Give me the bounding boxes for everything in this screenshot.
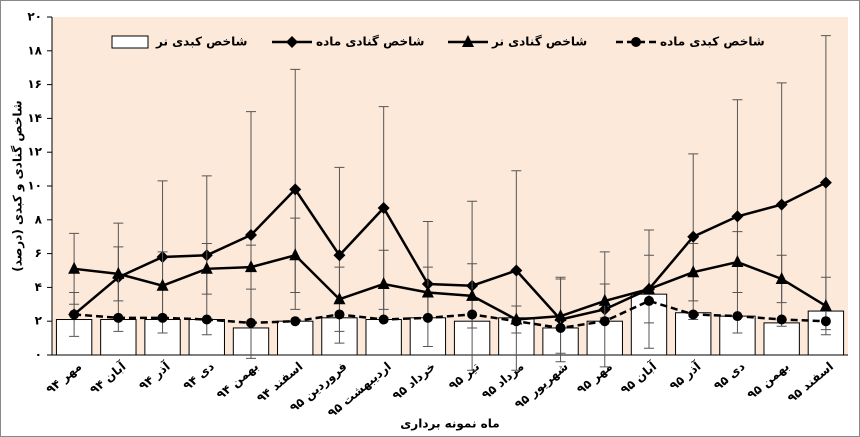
triangle-marker [289,248,302,261]
circle-marker [157,312,168,323]
diamond-marker [289,183,302,196]
legend-label: شاخص کبدی نر [155,35,247,49]
y-tick-label: ۶ [35,246,42,260]
triangle-marker [598,293,611,306]
legend-label: شاخص گنادی نر [491,35,587,49]
y-tick-label: ۱۶ [27,77,42,91]
bar [763,322,800,356]
diamond-marker [775,198,788,211]
circle-marker [467,309,478,320]
diamond-marker [245,229,257,242]
diamond-marker [333,249,346,262]
circle-marker [69,309,80,320]
triangle-marker [775,271,788,284]
triangle-marker [112,266,125,279]
circle-marker [511,316,522,327]
triangle-marker [333,292,346,305]
circle-marker [334,309,345,320]
legend-label: شاخص گنادی ماده [316,35,424,49]
y-tick-label: ۱۰ [27,179,42,193]
circle-marker [732,311,743,322]
triangle-marker [731,255,744,268]
y-tick-label: ۸ [35,212,43,226]
diamond-marker [687,230,700,243]
y-tick-label: ۱۸ [27,43,42,57]
series-line [73,253,827,321]
legend-marker [286,36,298,48]
triangle-marker [819,298,832,311]
circle-marker [644,295,654,306]
diamond-marker [377,201,390,214]
triangle-marker [68,261,81,274]
triangle-marker [245,260,257,273]
series-line [74,299,826,330]
triangle-marker [200,261,213,274]
triangle-marker [156,278,169,291]
y-tick-label: ۱۴ [27,111,42,125]
triangle-marker [377,277,390,290]
y-axis-label: شاخص گنادی و کبدی (درصد) [11,100,26,271]
circle-marker [555,322,566,333]
circle-marker [201,314,212,325]
diamond-marker [510,264,523,277]
plot-area [52,17,848,355]
triangle-marker [554,309,567,322]
x-axis-label: ماه نمونه برداری [400,417,499,432]
triangle-marker [466,288,479,301]
diamond-marker [731,210,744,223]
circle-marker [113,312,124,323]
bar [365,319,402,356]
y-tick-label: ۲ [35,314,43,328]
legend-label: شاخص کبدی ماده [660,35,765,49]
series-line [73,181,827,321]
triangle-marker [421,285,434,298]
triangle-marker [687,265,700,278]
y-tick-label: ۴ [35,280,42,294]
diamond-marker [819,176,832,189]
triangle-marker [643,282,655,295]
y-tick-label: ۱۲ [27,145,42,159]
circle-marker [246,317,256,328]
circle-marker [820,316,831,327]
bar [188,319,225,356]
legend-marker [462,35,474,47]
circle-marker [378,314,389,325]
circle-marker [599,316,610,327]
y-tick-label: ۲۰ [27,10,42,24]
bar [277,320,314,356]
circle-marker [290,316,301,327]
circle-marker [688,309,699,320]
circle-marker [422,312,433,323]
y-tick-label: ۰ [35,348,42,362]
legend-swatch [111,35,149,49]
legend-marker [631,37,641,47]
circle-marker [776,314,787,325]
